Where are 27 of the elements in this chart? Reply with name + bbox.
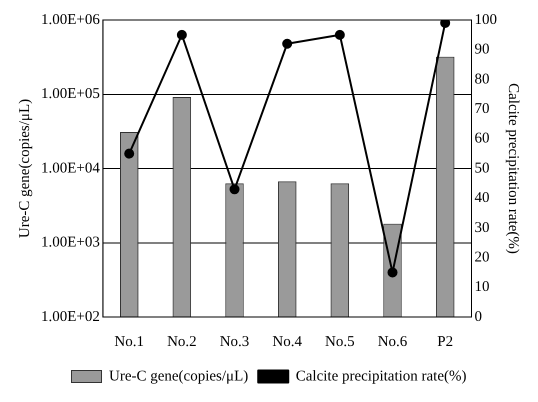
y2-tick-label: 100 xyxy=(474,12,497,28)
y2-tick-label: 40 xyxy=(474,190,490,206)
x-tick-label: No.2 xyxy=(167,334,197,350)
x-tick-label: No.5 xyxy=(325,334,355,350)
y-tick-label: 1.00E+04 xyxy=(40,160,100,176)
x-tick-label: P2 xyxy=(437,334,454,350)
y2-tick-label: 20 xyxy=(474,250,490,266)
y2-tick-label: 30 xyxy=(474,220,490,236)
x-tick-label: No.3 xyxy=(220,334,250,350)
y-tick-label: 1.00E+03 xyxy=(40,234,100,251)
y-axis-title: Ure-C gene(copies/μL) xyxy=(16,98,33,238)
y-tick-label: 1.00E+06 xyxy=(40,12,100,28)
y-tick-label: 1.00E+02 xyxy=(40,308,100,325)
y2-tick-label: 50 xyxy=(474,160,490,176)
legend-label: Calcite precipitation rate(%) xyxy=(296,368,466,384)
x-tick-label: No.4 xyxy=(272,334,302,350)
y2-axis-title: Calcite precipitation rate(%) xyxy=(505,83,522,254)
y2-tick-label: 90 xyxy=(474,42,490,58)
y2-tick-label: 10 xyxy=(474,279,490,296)
x-tick-label: No.1 xyxy=(114,334,144,350)
legend-label: Ure-C gene(copies/μL) xyxy=(109,368,248,384)
y-tick-label: 1.00E+05 xyxy=(40,86,100,102)
y2-tick-label: 0 xyxy=(474,308,482,325)
y2-tick-label: 60 xyxy=(474,130,490,147)
x-tick-label: No.6 xyxy=(378,334,408,350)
y2-tick-label: 80 xyxy=(474,71,490,88)
y2-tick-label: 70 xyxy=(474,101,490,118)
